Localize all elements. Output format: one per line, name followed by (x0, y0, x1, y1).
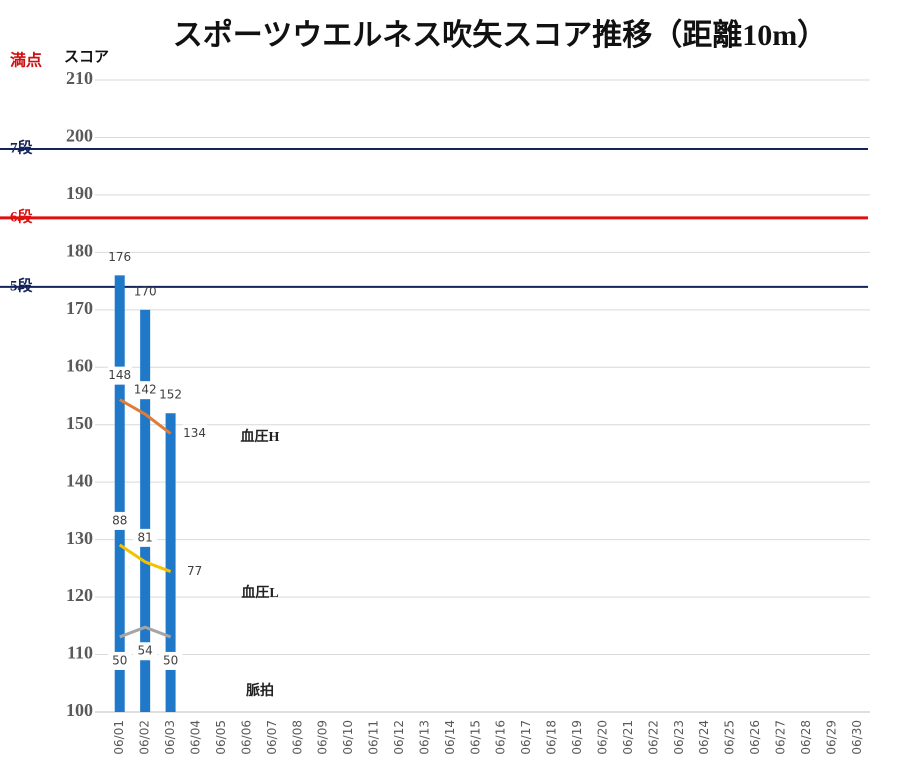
x-tick-label: 06/10 (341, 720, 355, 755)
data-label-bg (107, 366, 132, 385)
x-tick-label: 06/05 (214, 720, 228, 755)
data-label-bg (133, 528, 158, 547)
line-series (119, 625, 172, 639)
x-tick-label: 06/16 (494, 720, 508, 755)
series-label: 血圧H (241, 428, 280, 445)
data-label: 134 (183, 426, 206, 440)
data-label: 50 (163, 653, 178, 667)
data-label: 176 (108, 250, 131, 264)
x-tick-label: 06/02 (138, 720, 152, 755)
x-tick-label: 06/12 (392, 720, 406, 755)
data-label: 50 (112, 653, 127, 667)
y-tick-label: 140 (66, 470, 93, 490)
x-tick-label: 06/20 (595, 720, 609, 755)
reference-label: 5段 (10, 276, 33, 294)
x-tick-label: 06/17 (519, 720, 533, 755)
y-tick-label: 110 (67, 643, 93, 663)
data-label-bg (182, 424, 207, 443)
x-tick-label: 06/19 (570, 720, 584, 755)
x-tick-label: 06/13 (417, 720, 431, 755)
x-tick-label: 06/22 (646, 720, 660, 755)
x-tick-label: 06/08 (290, 720, 304, 755)
line-series (118, 543, 172, 573)
y-tick-label: 190 (66, 183, 93, 203)
x-tick-label: 06/30 (850, 720, 864, 755)
bar (114, 275, 125, 712)
x-tick-label: 06/21 (621, 720, 635, 755)
series-label: 血圧L (241, 584, 278, 601)
x-tick-label: 06/23 (672, 720, 686, 755)
x-tick-label: 06/28 (799, 720, 813, 755)
y-tick-label: 120 (66, 585, 93, 605)
x-tick-label: 06/18 (545, 720, 559, 755)
line-series (118, 398, 172, 435)
x-tick-label: 06/27 (773, 720, 787, 755)
data-label-bg (133, 642, 158, 661)
data-label: 88 (112, 513, 127, 527)
x-tick-label: 06/11 (367, 720, 381, 755)
x-tick-label: 06/29 (824, 720, 838, 755)
reference-label: 7段 (10, 138, 33, 156)
data-label-bg (158, 651, 183, 670)
data-label: 77 (187, 564, 202, 578)
y-axis-label: スコア (64, 49, 109, 65)
y-tick-label: 150 (66, 413, 93, 433)
bar (140, 309, 151, 712)
y-tick-label: 210 (66, 68, 93, 88)
x-tick-label: 06/15 (468, 720, 482, 755)
x-tick-label: 06/26 (748, 720, 762, 755)
y-tick-label: 160 (66, 355, 93, 375)
x-tick-label: 06/01 (112, 720, 126, 755)
x-tick-label: 06/25 (723, 720, 737, 755)
x-tick-label: 06/06 (239, 720, 253, 755)
top-label: 満点 (10, 51, 42, 70)
y-tick-label: 170 (66, 298, 93, 318)
data-label: 54 (138, 644, 153, 658)
data-label-bg (107, 651, 132, 670)
x-tick-label: 06/03 (163, 720, 177, 755)
y-tick-label: 100 (66, 700, 93, 720)
data-label: 152 (159, 388, 182, 402)
data-label: 81 (138, 530, 153, 544)
x-tick-label: 06/07 (265, 720, 279, 755)
y-tick-label: 200 (66, 126, 93, 146)
data-label: 148 (108, 368, 131, 382)
data-label-bg (133, 381, 158, 400)
reference-label: 6段 (10, 207, 33, 225)
data-label: 170 (134, 284, 157, 298)
x-tick-label: 06/04 (189, 720, 203, 755)
y-tick-label: 130 (66, 528, 93, 548)
chart-title: スポーツウエルネス吹矢スコア推移（距離10m） (173, 18, 827, 52)
data-label-bg (107, 511, 132, 530)
data-label: 142 (134, 383, 157, 397)
data-label-bg (182, 562, 207, 581)
series-label: 脈拍 (246, 682, 274, 699)
y-tick-label: 180 (66, 240, 93, 260)
x-tick-label: 06/24 (697, 720, 711, 755)
bar (165, 413, 176, 712)
x-tick-label: 06/09 (316, 720, 330, 755)
x-tick-label: 06/14 (443, 720, 457, 755)
